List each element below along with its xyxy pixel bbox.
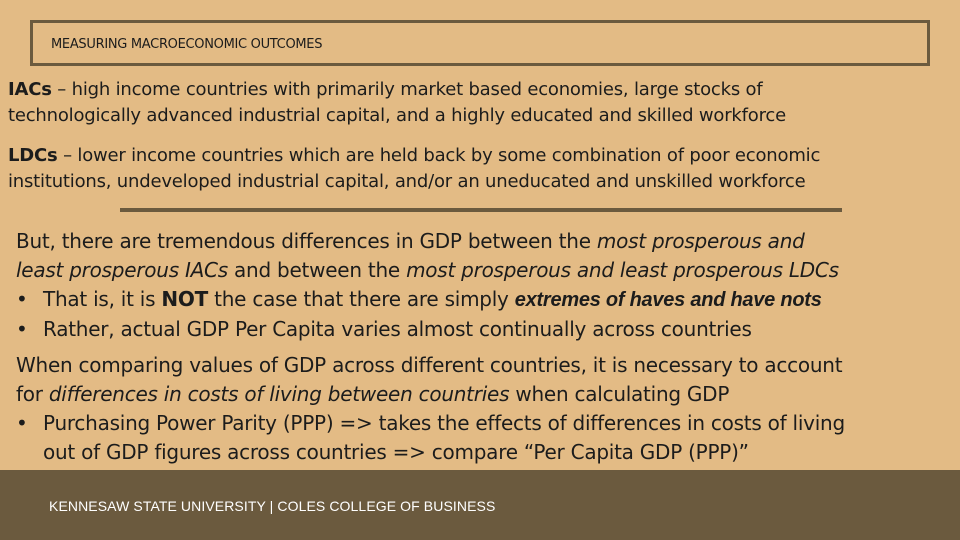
b1-text-a: That is, it is	[43, 287, 162, 311]
ldcs-text-1: – lower income countries which are held …	[57, 145, 821, 166]
b2-text: Rather, actual GDP Per Capita varies alm…	[43, 317, 752, 341]
p1-text-a: But, there are tremendous differences in…	[16, 229, 597, 253]
iacs-term: IACs	[8, 79, 52, 100]
bullet-1: • That is, it is NOT the case that there …	[16, 285, 956, 315]
b1-text-extremes: extremes of haves and have nots	[514, 289, 822, 311]
iacs-text-2: technologically advanced industrial capi…	[8, 105, 786, 126]
p2-text-d: when calculating GDP	[509, 382, 730, 406]
p1-text-e: most prosperous and least prosperous LDC…	[406, 258, 839, 282]
iacs-line-1: IACs – high income countries with primar…	[8, 77, 956, 103]
footer-bar: KENNESAW STATE UNIVERSITY | COLES COLLEG…	[0, 470, 960, 540]
p2-text-b: for	[16, 382, 49, 406]
p1-text-c: least prosperous IACs	[16, 258, 228, 282]
b1-text-c: the case that there are simply	[208, 287, 515, 311]
ldcs-text-2: institutions, undeveloped industrial cap…	[8, 171, 806, 192]
b1-text-not: NOT	[161, 287, 209, 311]
slide-title: MEASURING MACROECONOMIC OUTCOMES	[51, 37, 323, 52]
ldcs-definition: LDCs – lower income countries which are …	[8, 143, 956, 195]
b3-text-1: Purchasing Power Parity (PPP) => takes t…	[43, 411, 845, 435]
section-divider	[120, 208, 842, 212]
paragraph-1-line-2: least prosperous IACs and between the mo…	[16, 256, 956, 285]
body-content: But, there are tremendous differences in…	[16, 227, 956, 467]
p2-text-c: differences in costs of living between c…	[48, 382, 510, 406]
iacs-text-1: – high income countries with primarily m…	[51, 79, 763, 100]
slide-title-box: MEASURING MACROECONOMIC OUTCOMES	[30, 20, 930, 66]
p1-text-b: most prosperous and	[596, 229, 805, 253]
bullet-3: • Purchasing Power Parity (PPP) => takes …	[16, 409, 956, 438]
ldcs-line-1: LDCs – lower income countries which are …	[8, 143, 956, 169]
p1-text-d: and between the	[227, 258, 407, 282]
paragraph-2-line-2: for differences in costs of living betwe…	[16, 380, 956, 409]
bullet-3-continuation: out of GDP figures across countries => c…	[43, 440, 749, 464]
ldcs-term: LDCs	[8, 145, 58, 166]
bullet-dot: •	[16, 411, 28, 435]
paragraph-2-line-1: When comparing values of GDP across diff…	[16, 353, 843, 377]
bullet-dot: •	[16, 287, 28, 311]
bullet-dot: •	[16, 317, 28, 341]
footer-text: KENNESAW STATE UNIVERSITY | COLES COLLEG…	[49, 498, 496, 514]
iacs-definition: IACs – high income countries with primar…	[8, 77, 956, 129]
paragraph-1-line-1: But, there are tremendous differences in…	[16, 227, 956, 256]
bullet-2: • Rather, actual GDP Per Capita varies al…	[16, 315, 956, 344]
